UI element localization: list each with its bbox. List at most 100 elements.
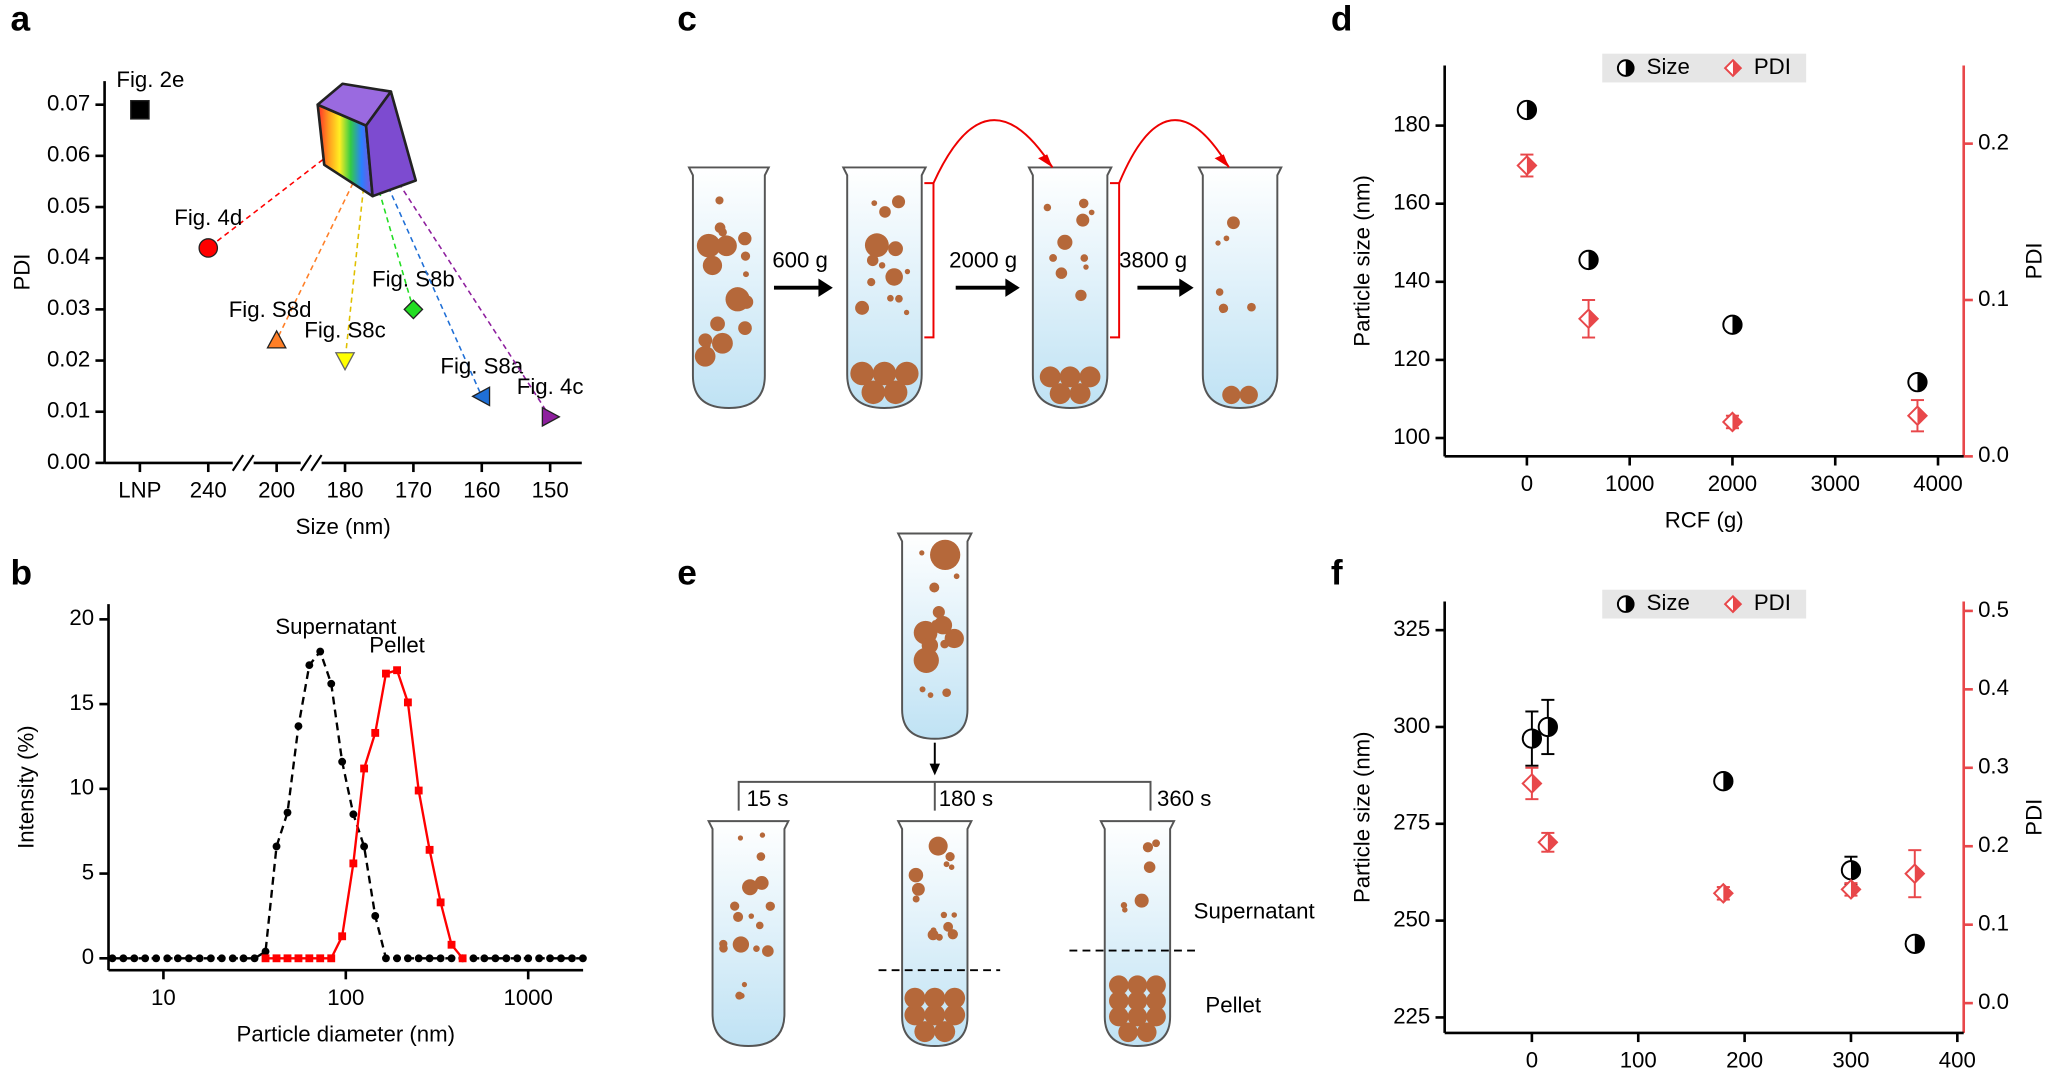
marker-half	[1914, 864, 1924, 883]
particle	[718, 228, 727, 237]
particle	[1118, 1022, 1138, 1043]
marker	[185, 954, 193, 963]
particle	[1069, 383, 1091, 405]
particle	[748, 913, 755, 919]
x-tick-label: 3000	[1811, 471, 1860, 496]
particle	[1222, 385, 1241, 405]
particle	[1049, 383, 1071, 405]
particle	[1136, 1022, 1157, 1043]
y-tick-label: 0.07	[47, 91, 90, 116]
marker-half	[1531, 774, 1542, 793]
marker	[294, 722, 303, 731]
marker	[414, 786, 423, 795]
marker	[338, 757, 347, 766]
marker	[414, 954, 423, 963]
x-tick-label: LNP	[118, 478, 161, 503]
particle	[1143, 861, 1156, 873]
marker	[1516, 154, 1538, 177]
point-label: Fig. S8b	[372, 266, 455, 291]
marker	[1578, 308, 1600, 330]
time-label: 360 s	[1157, 786, 1211, 811]
marker	[1723, 594, 1743, 614]
particle	[944, 628, 964, 649]
marker	[130, 954, 139, 963]
particle	[872, 361, 897, 386]
point-label: Fig. S8a	[440, 353, 523, 378]
particle	[1109, 991, 1129, 1011]
series-line	[112, 649, 583, 960]
break-gap	[232, 452, 254, 474]
marker	[217, 954, 226, 963]
time-label: 15 s	[747, 786, 789, 811]
break-mark	[310, 454, 323, 472]
y2-axis-label: PDI	[2021, 242, 2046, 279]
marker-half	[1732, 315, 1742, 334]
panel-label: d	[1331, 0, 1353, 38]
marker	[1616, 595, 1635, 613]
y-tick-label: 160	[1393, 190, 1430, 215]
particle	[710, 316, 725, 332]
arrow-head	[1005, 278, 1020, 297]
marker	[272, 954, 281, 963]
marker	[338, 932, 347, 941]
particle	[908, 867, 924, 883]
break-gap	[300, 452, 322, 474]
series-line	[265, 668, 464, 960]
panel-label: a	[10, 0, 30, 38]
marker	[513, 954, 522, 963]
particle	[911, 882, 925, 896]
y-tick-label: 0.4	[1978, 675, 2009, 700]
marker-half	[1917, 406, 1927, 425]
x-tick-label: 0	[1521, 471, 1533, 496]
particle	[730, 901, 740, 911]
marker	[360, 764, 369, 773]
marker	[557, 954, 565, 963]
curved-arrow	[1118, 119, 1230, 184]
y-tick-label: 0.0	[1978, 442, 2009, 467]
x-tick-label: 100	[327, 985, 364, 1010]
particle	[921, 637, 939, 654]
curved-arrow	[932, 119, 1054, 184]
particle	[864, 233, 889, 258]
particle	[1088, 209, 1095, 216]
marker	[261, 947, 270, 956]
y-tick-label: 0.01	[47, 398, 90, 423]
marker-half	[1588, 309, 1598, 328]
particle	[855, 300, 870, 315]
particle	[702, 255, 723, 276]
y-tick-label: 180	[1393, 111, 1430, 136]
x-tick-label: 400	[1939, 1048, 1976, 1073]
particle	[1122, 907, 1128, 913]
connector	[344, 188, 365, 361]
particle	[953, 573, 960, 580]
particle	[1142, 842, 1154, 853]
marker-half	[1732, 596, 1741, 612]
particle	[948, 864, 955, 870]
particle	[1039, 366, 1061, 388]
marker	[541, 406, 561, 428]
particle	[1239, 385, 1258, 405]
marker	[458, 954, 467, 963]
particle	[738, 992, 745, 999]
layer-label: Supernatant	[1194, 899, 1316, 924]
y-tick-label: 120	[1393, 346, 1430, 371]
marker	[261, 954, 270, 963]
particle	[904, 987, 926, 1009]
particle	[716, 235, 737, 257]
y-tick-label: 20	[69, 605, 94, 630]
particle	[1227, 216, 1240, 230]
particle	[850, 361, 874, 386]
x-tick-label: 100	[1620, 1048, 1657, 1073]
particle	[1152, 839, 1160, 848]
y-tick-label: 15	[69, 690, 94, 715]
marker	[283, 954, 292, 963]
cube	[316, 82, 418, 198]
particle	[928, 836, 948, 856]
x-tick-label: 1000	[1605, 471, 1654, 496]
marker-half	[1917, 373, 1927, 392]
particle	[1059, 366, 1081, 388]
particle	[1080, 254, 1089, 262]
marker	[568, 954, 576, 963]
bracket	[924, 182, 935, 339]
x-axis-label: Size (nm)	[296, 514, 391, 539]
